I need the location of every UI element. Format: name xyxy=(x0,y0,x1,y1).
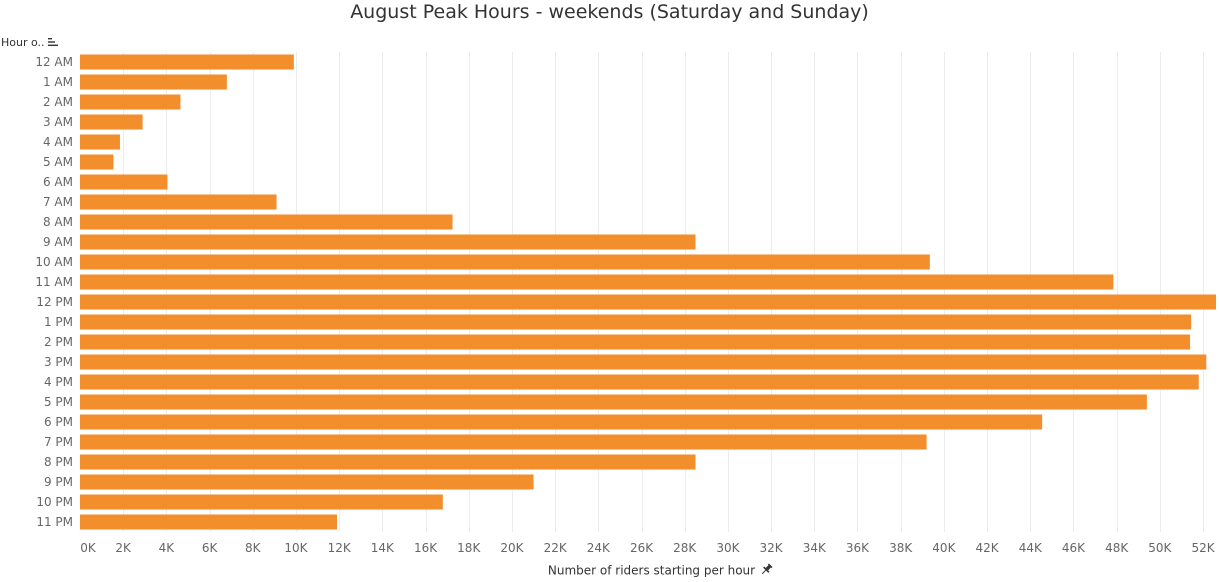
bar[interactable] xyxy=(80,194,277,210)
x-tick-label: 30K xyxy=(716,541,740,555)
x-tick-label: 36K xyxy=(846,541,870,555)
y-axis-header[interactable]: Hour o.. xyxy=(1,36,59,50)
category-label: 6 AM xyxy=(43,175,73,189)
category-label: 12 AM xyxy=(35,55,73,69)
category-label: 3 AM xyxy=(43,115,73,129)
sort-icon[interactable] xyxy=(47,37,59,50)
bar[interactable] xyxy=(80,94,181,110)
x-tick-label: 42K xyxy=(976,541,1000,555)
x-tick-label: 50K xyxy=(1148,541,1172,555)
x-tick-label: 6K xyxy=(202,541,219,555)
category-label: 1 PM xyxy=(44,315,73,329)
category-label: 10 AM xyxy=(35,255,73,269)
category-label: 9 AM xyxy=(43,235,73,249)
category-label: 6 PM xyxy=(44,415,73,429)
bar[interactable] xyxy=(80,474,534,490)
x-tick-label: 24K xyxy=(587,541,611,555)
x-tick-label: 8K xyxy=(245,541,262,555)
category-label: 7 AM xyxy=(43,195,73,209)
category-label: 5 AM xyxy=(43,155,73,169)
category-label: 9 PM xyxy=(44,475,73,489)
x-tick-label: 44K xyxy=(1019,541,1043,555)
bar[interactable] xyxy=(80,154,114,170)
category-label: 11 AM xyxy=(35,275,73,289)
bar[interactable] xyxy=(80,234,696,250)
category-label: 12 PM xyxy=(36,295,73,309)
bar[interactable] xyxy=(80,454,696,470)
bar[interactable] xyxy=(80,514,338,530)
bar[interactable] xyxy=(80,414,1043,430)
x-tick-labels: 0K 2K 4K 6K 8K 10K 12K 14K 16K 18K 20K 22K 24K 26K 28K… xyxy=(80,541,1215,555)
category-labels: 12 AM 1 AM 2 AM 3 AM 4 AM 5 AM 6 AM 7 AM 8 AM 9 A… xyxy=(35,55,73,529)
bar[interactable] xyxy=(80,374,1199,390)
x-tick-label: 22K xyxy=(544,541,568,555)
bar[interactable] xyxy=(80,394,1147,410)
bar[interactable] xyxy=(80,254,930,270)
bars xyxy=(80,54,1216,530)
x-tick-label: 40K xyxy=(932,541,956,555)
category-label: 1 AM xyxy=(43,75,73,89)
bar[interactable] xyxy=(80,74,227,90)
x-tick-label: 16K xyxy=(414,541,438,555)
y-axis-title: Hour o.. xyxy=(1,36,45,49)
x-axis-title: Number of riders starting per hour xyxy=(547,563,756,578)
x-tick-label: 20K xyxy=(500,541,524,555)
x-tick-label: 38K xyxy=(889,541,913,555)
x-tick-label: 18K xyxy=(457,541,481,555)
bar[interactable] xyxy=(80,314,1192,330)
chart-title: August Peak Hours - weekends (Saturday a… xyxy=(350,1,869,23)
x-tick-label: 0K xyxy=(80,541,97,555)
bar[interactable] xyxy=(80,134,120,150)
category-label: 11 PM xyxy=(36,515,73,529)
x-tick-label: 52K xyxy=(1191,541,1215,555)
x-axis-title-container: Number of riders starting per hour xyxy=(0,563,1219,579)
x-tick-label: 14K xyxy=(371,541,395,555)
bar[interactable] xyxy=(80,114,143,130)
bar[interactable] xyxy=(80,294,1216,310)
pin-icon[interactable] xyxy=(760,563,773,579)
bar[interactable] xyxy=(80,174,168,190)
category-label: 4 PM xyxy=(44,375,73,389)
x-tick-label: 46K xyxy=(1062,541,1086,555)
x-tick-label: 48K xyxy=(1105,541,1129,555)
x-tick-label: 2K xyxy=(115,541,132,555)
category-label: 8 AM xyxy=(43,215,73,229)
category-label: 8 PM xyxy=(44,455,73,469)
x-tick-label: 10K xyxy=(284,541,308,555)
category-label: 5 PM xyxy=(44,395,73,409)
x-tick-label: 28K xyxy=(673,541,697,555)
grid-lines xyxy=(123,52,1204,532)
category-label: 2 PM xyxy=(44,335,73,349)
bar[interactable] xyxy=(80,434,927,450)
bar[interactable] xyxy=(80,354,1207,370)
bar[interactable] xyxy=(80,494,443,510)
bar[interactable] xyxy=(80,214,453,230)
x-tick-label: 4K xyxy=(159,541,176,555)
x-tick-label: 32K xyxy=(760,541,784,555)
category-label: 2 AM xyxy=(43,95,73,109)
x-tick-label: 12K xyxy=(328,541,352,555)
x-tick-label: 26K xyxy=(630,541,654,555)
bar[interactable] xyxy=(80,54,294,70)
x-tick-label: 34K xyxy=(803,541,827,555)
bar[interactable] xyxy=(80,334,1191,350)
category-label: 3 PM xyxy=(44,355,73,369)
category-label: 4 AM xyxy=(43,135,73,149)
category-label: 7 PM xyxy=(44,435,73,449)
bar[interactable] xyxy=(80,274,1114,290)
category-label: 10 PM xyxy=(36,495,73,509)
